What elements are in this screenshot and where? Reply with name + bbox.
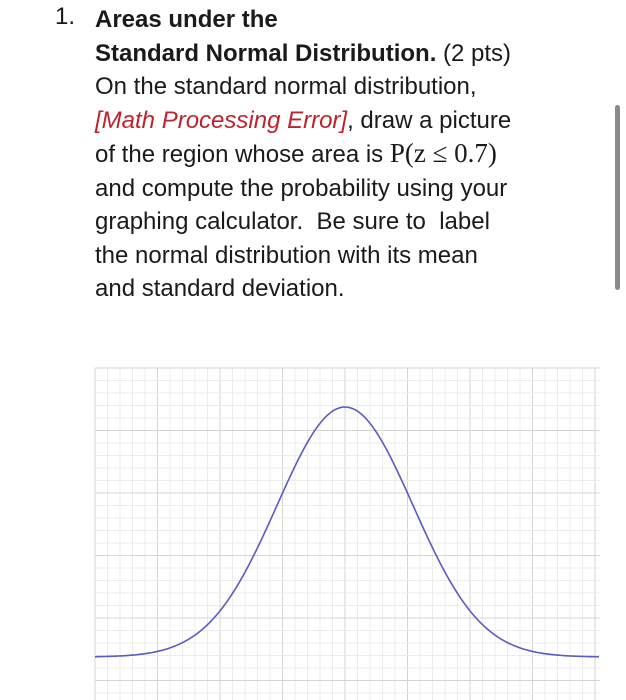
scrollbar: [615, 105, 620, 290]
title: Areas under the: [95, 6, 278, 33]
problem-text: Areas under the Standard Normal Distribu…: [95, 3, 511, 306]
line: , draw a picture: [347, 106, 512, 134]
math-expression: P(z ≤ 0.7): [389, 138, 497, 168]
line: and compute the probability using your: [95, 174, 508, 202]
math-error: [Math Processing Error]: [95, 106, 348, 134]
problem-number: 1.: [55, 3, 76, 30]
line: graphing calculator. Be sure to label: [95, 208, 490, 235]
title: Standard Normal Distribution.: [95, 39, 437, 67]
line: the normal distribution with its mean: [95, 241, 478, 269]
line: and standard deviation.: [95, 275, 345, 302]
points: (2 pts): [443, 39, 512, 67]
line: of the region whose area is: [95, 141, 384, 168]
line: On the standard normal distribution,: [95, 73, 477, 100]
normal-curve: [94, 406, 600, 658]
